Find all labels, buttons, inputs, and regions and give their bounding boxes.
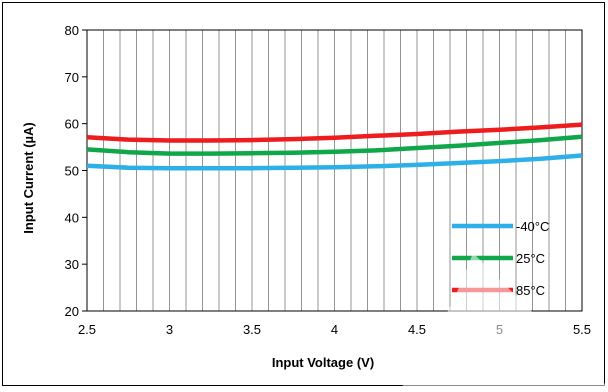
x-tick-label: 5.5: [573, 322, 591, 337]
y-tick-label: 30: [65, 257, 79, 272]
legend-item: 25°C: [452, 251, 545, 266]
grid-lines: [103, 30, 566, 311]
watermark-shape: [398, 253, 608, 392]
series-lines: [86, 122, 583, 171]
x-tick-label: 4: [331, 322, 338, 337]
x-tick-label: 4.5: [408, 322, 426, 337]
x-tick-label: 2.5: [78, 322, 96, 337]
x-tick-label: 3: [166, 322, 173, 337]
x-tick-label: 3.5: [243, 322, 261, 337]
legend-label: 85°C: [516, 283, 545, 298]
legend-item: -40°C: [452, 219, 549, 234]
watermark: [398, 253, 608, 392]
series-line: [86, 122, 583, 143]
y-tick-label: 80: [65, 23, 79, 38]
y-axis-title: Input Current (µA): [21, 122, 36, 233]
y-tick-label: 60: [65, 117, 79, 132]
axes: [82, 29, 583, 312]
y-tick-label: 40: [65, 210, 79, 225]
series-line: [86, 134, 583, 156]
y-tick-label: 70: [65, 70, 79, 85]
x-axis-title: Input Voltage (V): [272, 355, 374, 370]
y-tick-labels: 20 30 40 50 60 70 80: [65, 23, 79, 319]
legend-label: 25°C: [516, 251, 545, 266]
series-line: [86, 153, 583, 171]
y-tick-label: 20: [65, 304, 79, 319]
y-tick-label: 50: [65, 164, 79, 179]
legend-label: -40°C: [516, 219, 549, 234]
